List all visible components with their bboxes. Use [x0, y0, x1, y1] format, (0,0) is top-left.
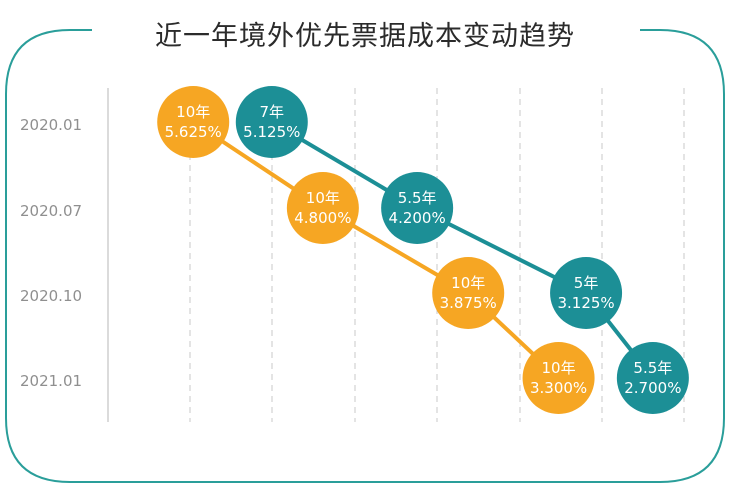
y-tick-label: 2020.07: [20, 202, 82, 220]
y-tick-label: 2020.10: [20, 287, 82, 305]
data-point: [235, 86, 308, 158]
y-tick-label: 2020.01: [20, 116, 82, 134]
tenor-label: 5年: [574, 274, 599, 292]
rate-label: 2.700%: [624, 379, 681, 397]
rate-label: 3.875%: [440, 294, 497, 312]
tenor-label: 10年: [542, 359, 576, 377]
tenor-label: 10年: [306, 189, 340, 207]
rate-label: 5.125%: [243, 123, 300, 141]
data-point: [616, 342, 689, 414]
data-point: [157, 86, 230, 158]
data-point: [550, 257, 623, 329]
series-line: [270, 120, 655, 380]
rate-label: 4.200%: [389, 209, 446, 227]
rate-label: 3.300%: [530, 379, 587, 397]
rate-label: 3.125%: [557, 294, 614, 312]
series-line: [192, 120, 560, 380]
rate-label: 4.800%: [294, 209, 351, 227]
tenor-label: 5.5年: [398, 189, 437, 207]
tenor-label: 7年: [260, 103, 285, 121]
data-point: [522, 342, 595, 414]
y-tick-label: 2021.01: [20, 372, 82, 390]
tenor-label: 10年: [176, 103, 210, 121]
data-point: [432, 257, 505, 329]
rate-label: 5.625%: [165, 123, 222, 141]
chart-title: 近一年境外优先票据成本变动趋势: [0, 14, 730, 53]
tenor-label: 10年: [451, 274, 485, 292]
data-point: [286, 172, 359, 244]
frame-border: [5, 29, 725, 483]
tenor-label: 5.5年: [633, 359, 672, 377]
data-point: [381, 172, 454, 244]
